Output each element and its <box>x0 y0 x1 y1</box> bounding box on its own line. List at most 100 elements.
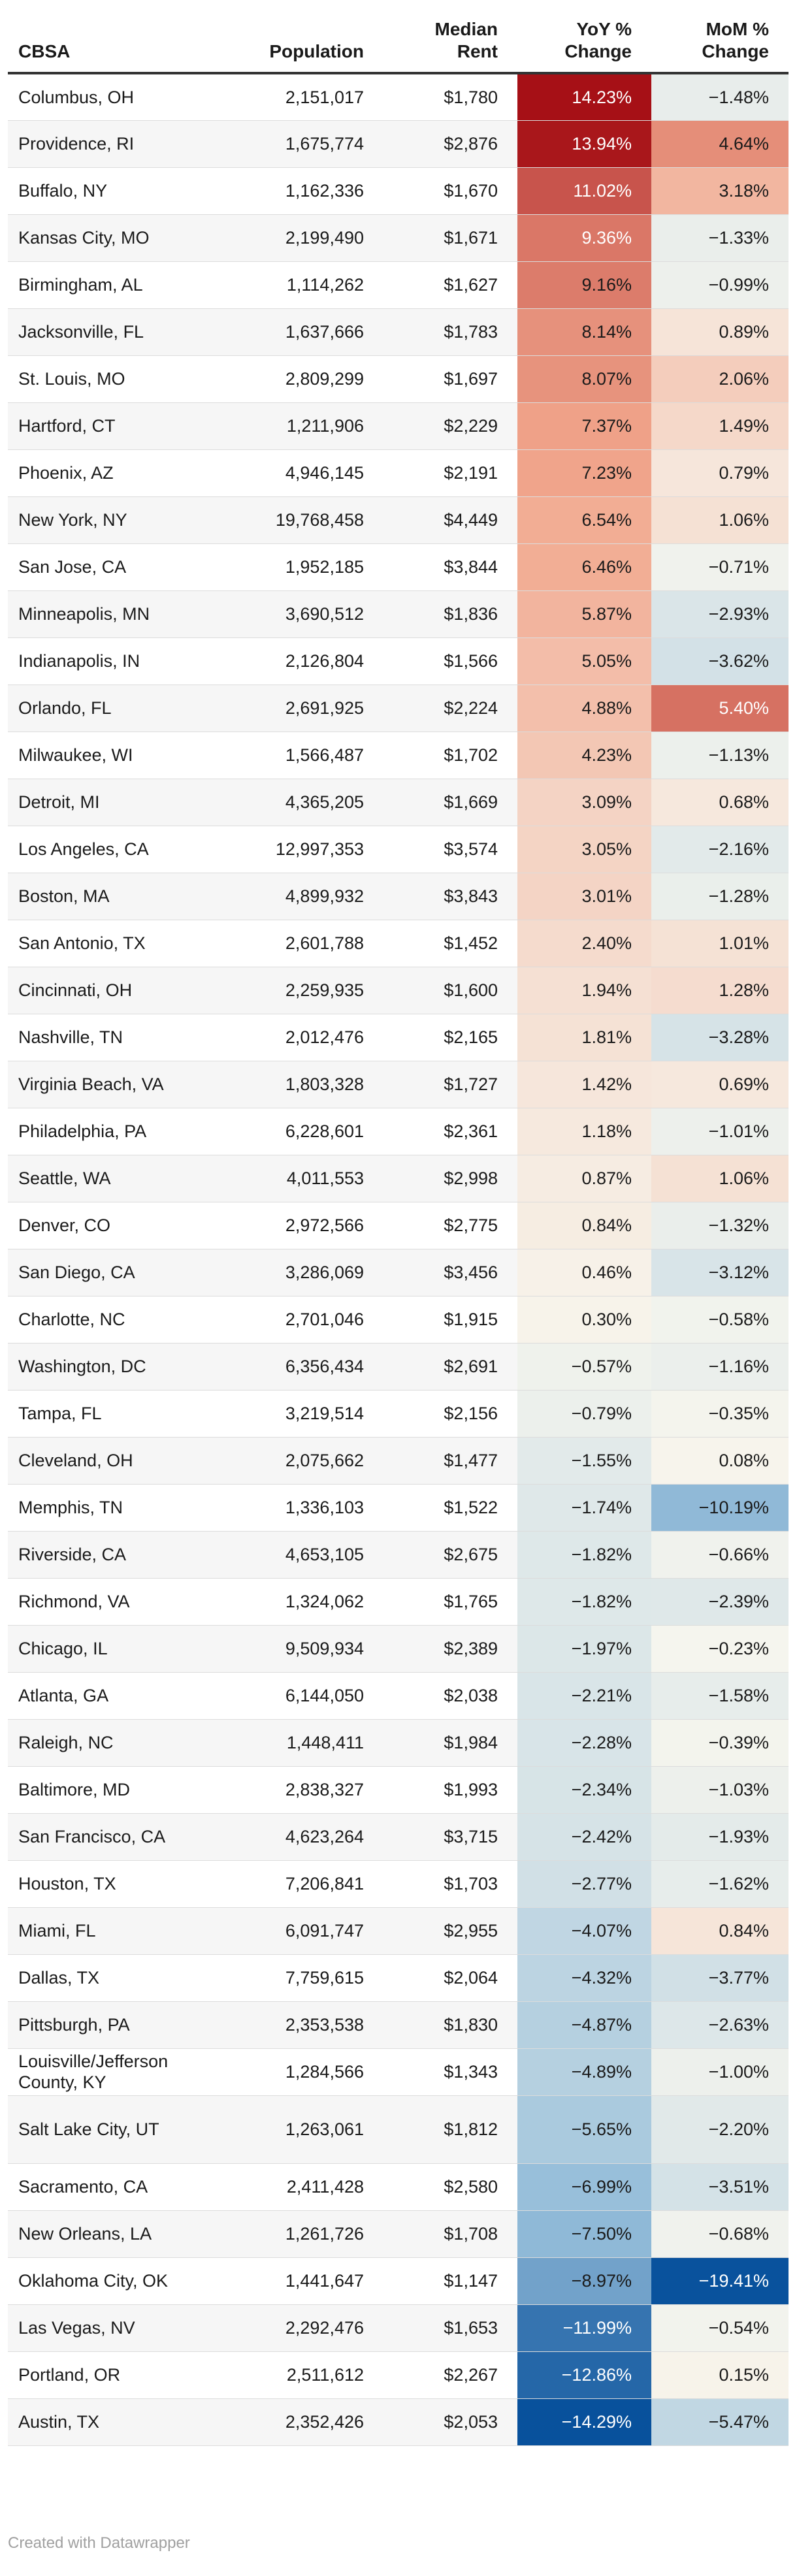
cbsa-cell: Las Vegas, NV <box>8 2304 230 2352</box>
table-row: Richmond, VA 1,324,062 $1,765 −1.82% −2.39% <box>8 1578 789 1626</box>
population-cell: 2,199,490 <box>230 214 383 262</box>
table-row: Sacramento, CA 2,411,428 $2,580 −6.99% −3.51… <box>8 2163 789 2211</box>
population-cell: 2,075,662 <box>230 1437 383 1485</box>
yoy-change-cell: 3.01% <box>517 873 651 920</box>
yoy-change-cell: −1.82% <box>517 1578 651 1626</box>
population-cell: 1,441,647 <box>230 2257 383 2305</box>
rent-cell: $2,998 <box>383 1155 517 1202</box>
yoy-change-cell: −1.55% <box>517 1437 651 1485</box>
yoy-change-cell: 6.54% <box>517 496 651 544</box>
cbsa-cell: Chicago, IL <box>8 1625 230 1673</box>
cbsa-cell: Louisville/Jefferson County, KY <box>8 2048 230 2096</box>
header-line1: Median <box>434 19 498 39</box>
header-cbsa[interactable]: CBSA <box>8 18 230 74</box>
cbsa-cell: Seattle, WA <box>8 1155 230 1202</box>
cbsa-cell: Cincinnati, OH <box>8 967 230 1014</box>
population-cell: 4,011,553 <box>230 1155 383 1202</box>
table-row: Kansas City, MO 2,199,490 $1,671 9.36% −1.33… <box>8 214 789 262</box>
table-row: Louisville/Jefferson County, KY 1,284,566… <box>8 2048 789 2096</box>
rent-cell: $2,053 <box>383 2398 517 2446</box>
yoy-change-cell: −1.82% <box>517 1531 651 1579</box>
cbsa-cell: Denver, CO <box>8 1202 230 1249</box>
population-cell: 1,637,666 <box>230 308 383 356</box>
population-cell: 2,292,476 <box>230 2304 383 2352</box>
yoy-change-cell: 3.05% <box>517 826 651 873</box>
table-row: Dallas, TX 7,759,615 $2,064 −4.32% −3.77% <box>8 1954 789 2002</box>
table-row: Las Vegas, NV 2,292,476 $1,653 −11.99% −0.54… <box>8 2304 789 2352</box>
population-cell: 3,219,514 <box>230 1390 383 1438</box>
mom-change-cell: −0.99% <box>651 261 789 309</box>
table-row: Detroit, MI 4,365,205 $1,669 3.09% 0.68% <box>8 779 789 826</box>
mom-change-cell: 1.49% <box>651 402 789 450</box>
header-population[interactable]: Population <box>230 18 383 74</box>
cbsa-cell: Riverside, CA <box>8 1531 230 1579</box>
mom-change-cell: −1.58% <box>651 1672 789 1720</box>
yoy-change-cell: 9.36% <box>517 214 651 262</box>
yoy-change-cell: 5.87% <box>517 590 651 638</box>
table-row: San Jose, CA 1,952,185 $3,844 6.46% −0.71% <box>8 543 789 591</box>
mom-change-cell: −1.13% <box>651 732 789 779</box>
header-yoy-change[interactable]: YoY % Change <box>517 18 651 74</box>
datawrapper-credit: Created with Datawrapper <box>8 2534 190 2552</box>
yoy-change-cell: 0.87% <box>517 1155 651 1202</box>
yoy-change-cell: 8.14% <box>517 308 651 356</box>
yoy-change-cell: −8.97% <box>517 2257 651 2305</box>
header-mom-change[interactable]: MoM % Change <box>651 18 789 74</box>
rent-cell: $2,580 <box>383 2163 517 2211</box>
rent-cell: $1,566 <box>383 637 517 685</box>
cbsa-cell: Houston, TX <box>8 1860 230 1908</box>
population-cell: 1,162,336 <box>230 167 383 215</box>
yoy-change-cell: −11.99% <box>517 2304 651 2352</box>
mom-change-cell: −1.62% <box>651 1860 789 1908</box>
table-row: Baltimore, MD 2,838,327 $1,993 −2.34% −1.03% <box>8 1766 789 1814</box>
cbsa-cell: Nashville, TN <box>8 1014 230 1061</box>
rent-cell: $3,715 <box>383 1813 517 1861</box>
mom-change-cell: −19.41% <box>651 2257 789 2305</box>
population-cell: 2,259,935 <box>230 967 383 1014</box>
population-cell: 1,284,566 <box>230 2048 383 2096</box>
yoy-change-cell: −2.42% <box>517 1813 651 1861</box>
cbsa-cell: San Diego, CA <box>8 1249 230 1296</box>
table-row: Salt Lake City, UT 1,263,061 $1,812 −5.65% −… <box>8 2095 789 2164</box>
yoy-change-cell: −1.74% <box>517 1484 651 1532</box>
cbsa-cell: Kansas City, MO <box>8 214 230 262</box>
table-row: Phoenix, AZ 4,946,145 $2,191 7.23% 0.79% <box>8 449 789 497</box>
table-row: Indianapolis, IN 2,126,804 $1,566 5.05% −3.6… <box>8 637 789 685</box>
rent-cell: $1,343 <box>383 2048 517 2096</box>
table-row: San Diego, CA 3,286,069 $3,456 0.46% −3.12% <box>8 1249 789 1296</box>
cbsa-cell: Minneapolis, MN <box>8 590 230 638</box>
population-cell: 2,511,612 <box>230 2351 383 2399</box>
header-row: CBSA Population Median Rent YoY % Change… <box>8 18 789 74</box>
mom-change-cell: 2.06% <box>651 355 789 403</box>
table-row: Orlando, FL 2,691,925 $2,224 4.88% 5.40% <box>8 684 789 732</box>
yoy-change-cell: −1.97% <box>517 1625 651 1673</box>
population-cell: 3,286,069 <box>230 1249 383 1296</box>
mom-change-cell: −3.77% <box>651 1954 789 2002</box>
population-cell: 1,261,726 <box>230 2210 383 2258</box>
yoy-change-cell: −2.34% <box>517 1766 651 1814</box>
yoy-change-cell: 9.16% <box>517 261 651 309</box>
mom-change-cell: 0.69% <box>651 1061 789 1108</box>
mom-change-cell: −0.68% <box>651 2210 789 2258</box>
table-row: Memphis, TN 1,336,103 $1,522 −1.74% −10.19% <box>8 1484 789 1532</box>
table-row: Chicago, IL 9,509,934 $2,389 −1.97% −0.23% <box>8 1625 789 1673</box>
table-row: Charlotte, NC 2,701,046 $1,915 0.30% −0.58% <box>8 1296 789 1344</box>
mom-change-cell: 1.06% <box>651 496 789 544</box>
table-row: Riverside, CA 4,653,105 $2,675 −1.82% −0.66% <box>8 1531 789 1579</box>
population-cell: 4,899,932 <box>230 873 383 920</box>
population-cell: 4,946,145 <box>230 449 383 497</box>
header-median-rent[interactable]: Median Rent <box>383 18 517 74</box>
mom-change-cell: −2.20% <box>651 2095 789 2164</box>
table-row: Pittsburgh, PA 2,353,538 $1,830 −4.87% −2.63… <box>8 2001 789 2049</box>
population-cell: 6,091,747 <box>230 1907 383 1955</box>
table-row: Cleveland, OH 2,075,662 $1,477 −1.55% 0.08% <box>8 1437 789 1485</box>
table-row: Seattle, WA 4,011,553 $2,998 0.87% 1.06% <box>8 1155 789 1202</box>
rent-cell: $1,600 <box>383 967 517 1014</box>
mom-change-cell: 0.08% <box>651 1437 789 1485</box>
population-cell: 6,144,050 <box>230 1672 383 1720</box>
rent-cell: $3,843 <box>383 873 517 920</box>
table-row: Atlanta, GA 6,144,050 $2,038 −2.21% −1.58% <box>8 1672 789 1720</box>
yoy-change-cell: −5.65% <box>517 2095 651 2164</box>
rent-cell: $2,389 <box>383 1625 517 1673</box>
cbsa-cell: Philadelphia, PA <box>8 1108 230 1155</box>
